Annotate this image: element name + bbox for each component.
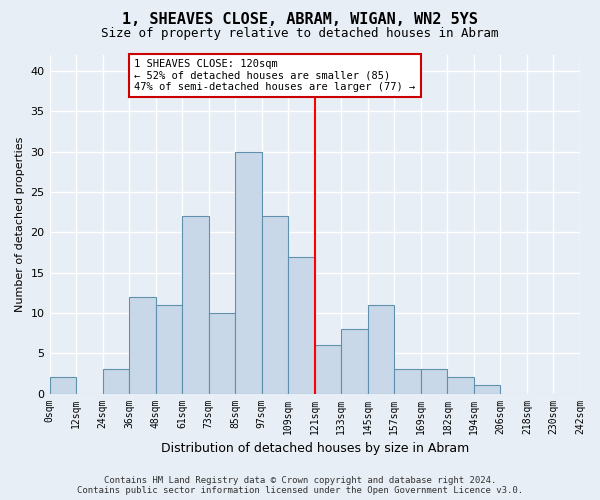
- Bar: [368, 305, 394, 394]
- X-axis label: Distribution of detached houses by size in Abram: Distribution of detached houses by size …: [161, 442, 469, 455]
- Bar: [235, 152, 262, 394]
- Text: Size of property relative to detached houses in Abram: Size of property relative to detached ho…: [101, 28, 499, 40]
- Bar: [474, 386, 500, 394]
- Bar: [129, 297, 155, 394]
- Bar: [341, 329, 368, 394]
- Bar: [315, 345, 341, 394]
- Bar: [394, 370, 421, 394]
- Bar: [182, 216, 209, 394]
- Text: 1, SHEAVES CLOSE, ABRAM, WIGAN, WN2 5YS: 1, SHEAVES CLOSE, ABRAM, WIGAN, WN2 5YS: [122, 12, 478, 28]
- Bar: [288, 256, 315, 394]
- Bar: [262, 216, 288, 394]
- Bar: [421, 370, 448, 394]
- Bar: [103, 370, 129, 394]
- Bar: [209, 313, 235, 394]
- Bar: [448, 378, 474, 394]
- Bar: [155, 305, 182, 394]
- Bar: [50, 378, 76, 394]
- Y-axis label: Number of detached properties: Number of detached properties: [15, 136, 25, 312]
- Text: 1 SHEAVES CLOSE: 120sqm
← 52% of detached houses are smaller (85)
47% of semi-de: 1 SHEAVES CLOSE: 120sqm ← 52% of detache…: [134, 59, 416, 92]
- Text: Contains HM Land Registry data © Crown copyright and database right 2024.
Contai: Contains HM Land Registry data © Crown c…: [77, 476, 523, 495]
